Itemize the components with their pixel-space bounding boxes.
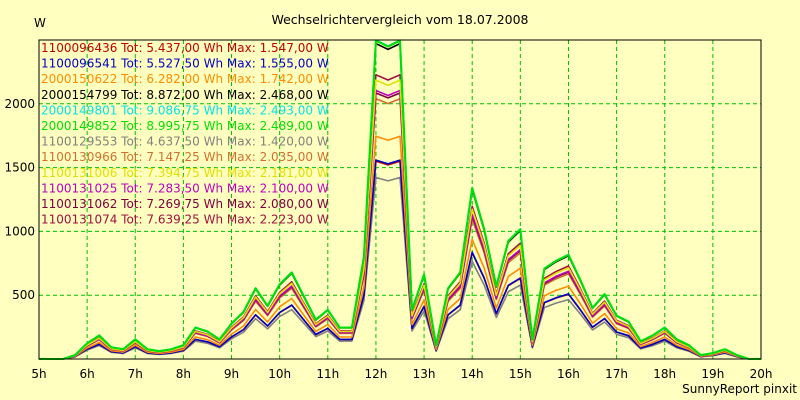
legend-entry: 2000150622 Tot: 6.282,00 Wh Max: 1.742,0… [41, 72, 329, 86]
y-axis-label: W [34, 16, 46, 30]
series-line-1100131006 [39, 79, 761, 360]
legend: 1100096436 Tot: 5.437,00 Wh Max: 1.547,0… [41, 41, 329, 227]
x-axis: 5h 6h 7h 8h 9h 10h 11h 12h 13h 14h 15h 16h 17h 18h 19h… [31, 367, 772, 381]
y-tick-label: 500 [12, 288, 35, 302]
x-tick-label: 7h [128, 367, 143, 381]
x-tick-label: 20h [750, 367, 773, 381]
y-axis: 500 1000 1500 2000 [4, 97, 35, 302]
legend-entry: 2000149852 Tot: 8.995,75 Wh Max: 2.489,0… [41, 119, 329, 133]
legend-entry: 2000149801 Tot: 9.086,75 Wh Max: 2.493,0… [41, 103, 329, 117]
x-tick-label: 19h [701, 367, 724, 381]
chart-title: Wechselrichtervergleich vom 18.07.2008 [271, 12, 528, 27]
credit-text: SunnyReport pinxit [682, 382, 797, 396]
legend-entry: 1100131074 Tot: 7.639,25 Wh Max: 2.223,0… [41, 213, 329, 227]
y-tick-label: 1000 [4, 224, 35, 238]
x-tick-label: 15h [509, 367, 532, 381]
series-line-2000149852 [39, 39, 761, 360]
legend-entry: 1100096541 Tot: 5.527,50 Wh Max: 1.555,0… [41, 57, 329, 71]
x-tick-label: 6h [80, 367, 95, 381]
y-tick-label: 2000 [4, 97, 35, 111]
legend-entry: 1100129553 Tot: 4.637,50 Wh Max: 1.420,0… [41, 135, 329, 149]
series-line-2000150622 [39, 135, 761, 360]
legend-entry: 2000154799 Tot: 8.872,00 Wh Max: 2.468,0… [41, 88, 329, 102]
x-tick-label: 8h [176, 367, 191, 381]
series-lines [39, 39, 761, 360]
x-tick-label: 12h [364, 367, 387, 381]
x-tick-label: 11h [316, 367, 339, 381]
x-tick-label: 13h [413, 367, 436, 381]
legend-entry: 1100096436 Tot: 5.437,00 Wh Max: 1.547,0… [41, 41, 329, 55]
x-tick-label: 16h [557, 367, 580, 381]
x-tick-label: 17h [605, 367, 628, 381]
x-tick-label: 10h [268, 367, 291, 381]
x-tick-label: 14h [461, 367, 484, 381]
legend-entry: 1100130966 Tot: 7.147,25 Wh Max: 2.035,0… [41, 150, 329, 164]
plot-frame [38, 39, 762, 360]
y-tick-label: 1500 [4, 161, 35, 175]
legend-entry: 1100131006 Tot: 7.394,75 Wh Max: 2.181,0… [41, 166, 329, 180]
legend-entry: 1100131025 Tot: 7.283,50 Wh Max: 2.100,0… [41, 181, 329, 195]
x-tick-label: 5h [31, 367, 46, 381]
x-tick-label: 9h [224, 367, 239, 381]
legend-entry: 1100131062 Tot: 7.269,75 Wh Max: 2.080,0… [41, 197, 329, 211]
x-tick-label: 18h [653, 367, 676, 381]
